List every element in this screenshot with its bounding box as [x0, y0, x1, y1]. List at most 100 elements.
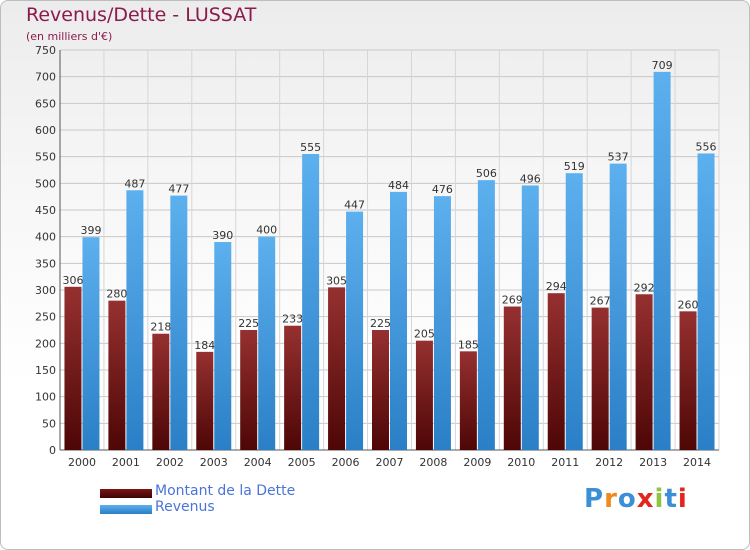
bar-revenus	[82, 237, 100, 450]
y-tick-label: 300	[35, 284, 56, 297]
y-tick-label: 400	[35, 231, 56, 244]
bar-dette	[635, 294, 653, 450]
data-label-revenus: 506	[476, 167, 497, 180]
y-tick-label: 200	[35, 337, 56, 350]
data-label-dette: 225	[370, 317, 391, 330]
data-label-dette: 306	[62, 274, 83, 287]
data-label-revenus: 477	[168, 183, 189, 196]
bar-revenus	[214, 242, 232, 450]
data-label-revenus: 484	[388, 179, 409, 192]
data-label-dette: 185	[458, 338, 479, 351]
logo-letter: t	[664, 484, 678, 514]
bar-revenus	[609, 163, 627, 450]
y-tick-label: 450	[35, 204, 56, 217]
x-tick-label: 2012	[595, 456, 623, 469]
bar-dette	[503, 306, 521, 450]
y-tick-label: 350	[35, 257, 56, 270]
legend-label-dette: Montant de la Dette	[155, 483, 296, 499]
x-tick-label: 2013	[639, 456, 667, 469]
bar-dette	[591, 307, 609, 450]
bar-revenus	[258, 236, 276, 450]
x-tick-label: 2002	[156, 456, 184, 469]
data-label-revenus: 476	[432, 183, 453, 196]
x-tick-label: 2010	[507, 456, 535, 469]
y-tick-label: 750	[35, 44, 56, 57]
data-label-revenus: 399	[80, 224, 101, 237]
legend-swatch-dette	[100, 489, 152, 498]
logo-letter: i	[677, 484, 688, 514]
data-label-revenus: 447	[344, 199, 365, 212]
data-label-revenus: 496	[520, 172, 541, 185]
y-tick-label: 50	[42, 417, 56, 430]
bar-revenus	[565, 173, 583, 450]
data-label-dette: 205	[414, 328, 435, 341]
bar-revenus	[390, 191, 407, 450]
data-label-revenus: 709	[652, 59, 673, 72]
x-tick-label: 2014	[683, 456, 711, 469]
y-tick-label: 650	[35, 97, 56, 110]
data-label-dette: 305	[326, 274, 347, 287]
bar-dette	[547, 293, 565, 450]
data-label-dette: 267	[590, 295, 611, 308]
logo-letter: x	[636, 484, 655, 514]
data-label-dette: 184	[194, 339, 215, 352]
bar-dette	[240, 330, 258, 450]
x-tick-label: 2011	[551, 456, 579, 469]
y-tick-label: 600	[35, 124, 56, 137]
y-tick-label: 500	[35, 177, 56, 190]
data-label-dette: 294	[546, 280, 567, 293]
y-tick-label: 250	[35, 311, 56, 324]
bar-revenus	[302, 154, 320, 450]
bar-dette	[152, 333, 170, 450]
data-label-dette: 280	[106, 288, 127, 301]
proxiti-logo: Proxiti	[584, 484, 688, 514]
bar-dette	[679, 311, 697, 450]
bar-dette	[328, 287, 346, 450]
data-label-revenus: 555	[300, 141, 321, 154]
bar-dette	[196, 351, 214, 450]
data-label-revenus: 390	[212, 229, 233, 242]
logo-letter: o	[617, 484, 637, 514]
bar-revenus	[653, 71, 671, 450]
x-tick-label: 2005	[288, 456, 316, 469]
data-label-revenus: 487	[124, 177, 145, 190]
data-label-dette: 260	[678, 298, 699, 311]
bar-revenus	[346, 211, 364, 450]
bar-revenus	[126, 190, 144, 450]
bar-dette	[108, 300, 126, 450]
bar-revenus	[697, 153, 715, 450]
bar-dette	[284, 325, 302, 450]
data-label-revenus: 400	[256, 224, 277, 237]
data-label-revenus: 519	[564, 160, 585, 173]
x-tick-label: 2006	[332, 456, 360, 469]
x-tick-label: 2000	[68, 456, 96, 469]
bar-revenus	[433, 196, 451, 450]
y-tick-label: 150	[35, 364, 56, 377]
x-tick-label: 2003	[200, 456, 228, 469]
x-tick-label: 2008	[419, 456, 447, 469]
y-tick-label: 550	[35, 151, 56, 164]
bar-revenus	[477, 180, 495, 450]
chart-title: Revenus/Dette - LUSSAT	[26, 4, 257, 26]
bar-dette	[64, 286, 82, 450]
data-label-dette: 269	[502, 294, 523, 307]
data-label-revenus: 537	[608, 151, 629, 164]
x-tick-label: 2009	[463, 456, 491, 469]
x-tick-label: 2004	[244, 456, 272, 469]
y-tick-label: 100	[35, 391, 56, 404]
logo-letter: P	[584, 484, 605, 514]
y-tick-label: 700	[35, 71, 56, 84]
y-tick-label: 0	[49, 444, 56, 457]
data-label-dette: 233	[282, 313, 303, 326]
legend-swatch-revenus	[100, 505, 152, 514]
logo-letter: i	[654, 484, 665, 514]
data-label-dette: 218	[150, 321, 171, 334]
data-label-dette: 292	[634, 281, 655, 294]
bar-revenus	[170, 195, 188, 450]
bar-dette	[415, 340, 433, 450]
data-label-dette: 225	[238, 317, 259, 330]
legend-label-revenus: Revenus	[155, 499, 215, 515]
bar-dette	[459, 351, 477, 450]
data-label-revenus: 556	[696, 140, 717, 153]
